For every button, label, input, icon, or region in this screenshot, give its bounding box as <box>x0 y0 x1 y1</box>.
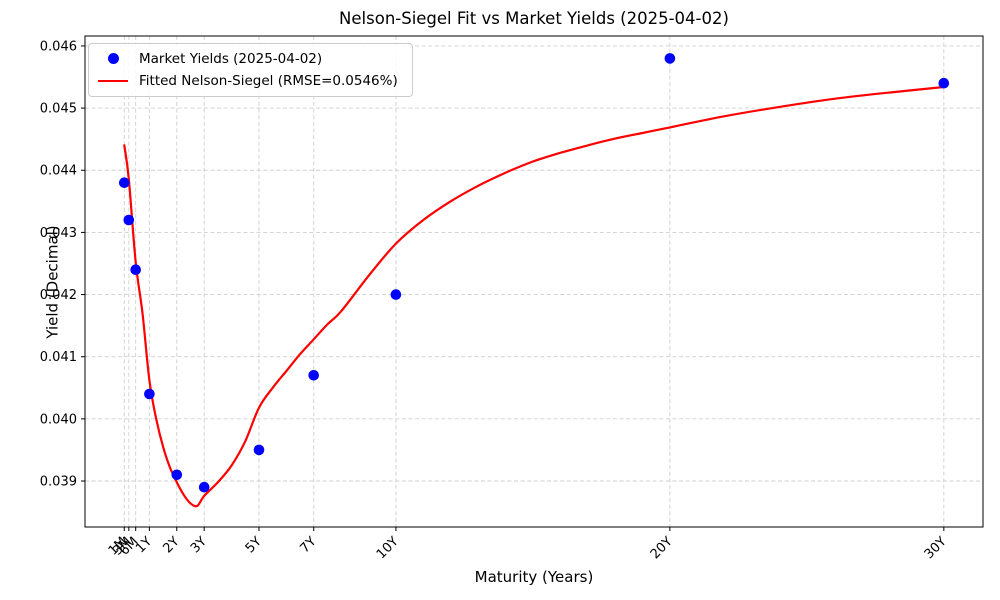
legend-label-market-yields: Market Yields (2025-04-02) <box>139 50 323 67</box>
legend-item-market-yields: Market Yields (2025-04-02) <box>98 49 398 68</box>
chart-title: Nelson-Siegel Fit vs Market Yields (2025… <box>339 9 729 28</box>
y-axis-label: Yield (Decimal) <box>43 225 62 339</box>
data-point <box>308 370 320 381</box>
x-tick-label: 2Y <box>161 534 183 556</box>
line-marker-icon <box>98 79 128 82</box>
x-tick-label: 5Y <box>243 534 265 556</box>
scatter-marker-icon <box>98 53 128 64</box>
x-tick-label: 20Y <box>648 534 676 562</box>
y-tick-label: 0.042 <box>40 288 77 303</box>
axes-frame <box>84 35 984 528</box>
y-tick-label: 0.044 <box>40 164 77 179</box>
data-point <box>938 77 950 89</box>
x-tick-label: 3Y <box>188 534 210 556</box>
y-tick-label: 0.041 <box>40 350 77 365</box>
data-point <box>119 177 130 188</box>
legend-label-fitted-curve: Fitted Nelson-Siegel (RMSE=0.0546%) <box>139 72 398 89</box>
data-point <box>130 264 141 276</box>
data-point <box>664 53 676 64</box>
y-tick-label: 0.039 <box>40 475 77 490</box>
x-tick-label: 7Y <box>297 534 319 556</box>
x-tick-label: 10Y <box>374 534 402 562</box>
data-point <box>253 444 265 456</box>
data-point <box>123 214 135 226</box>
data-point <box>198 481 210 493</box>
y-tick-label: 0.040 <box>40 412 77 427</box>
x-tick-label: 30Y <box>922 534 950 562</box>
fitted-curve-line <box>123 85 945 508</box>
legend: Market Yields (2025-04-02) Fitted Nelson… <box>88 43 413 97</box>
y-tick-label: 0.045 <box>40 102 77 117</box>
x-axis-label: Maturity (Years) <box>474 568 594 586</box>
data-point <box>171 469 183 481</box>
data-point <box>144 388 155 400</box>
y-tick-label: 0.043 <box>40 226 77 241</box>
legend-item-fitted-curve: Fitted Nelson-Siegel (RMSE=0.0546%) <box>98 71 398 90</box>
x-tick-label: 1Y <box>133 534 155 556</box>
y-tick-label: 0.046 <box>40 39 77 54</box>
data-point <box>390 289 402 300</box>
